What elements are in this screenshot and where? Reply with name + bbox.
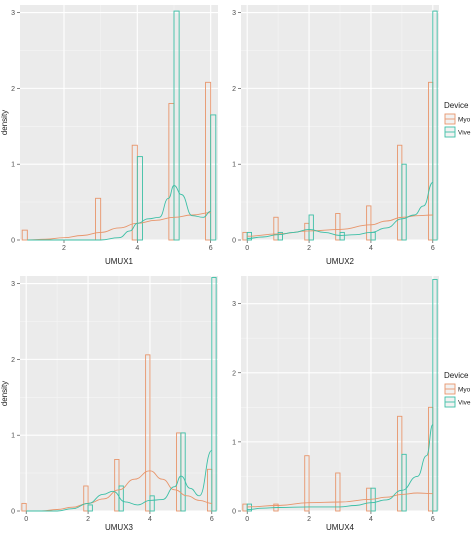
vive-histogram-bar <box>308 214 314 241</box>
legend-label-vive: Vive <box>458 130 471 137</box>
vive-density-curve <box>247 424 434 511</box>
y-tick-label: 1 <box>11 433 15 440</box>
x-tick-label: 0 <box>245 245 249 252</box>
y-tick-label: 2 <box>11 86 15 93</box>
x-tick-label: 4 <box>135 245 139 252</box>
legend-label-myo: Myo <box>458 387 471 394</box>
x-tick-label: 0 <box>24 516 28 523</box>
vive-histogram-bar <box>180 432 186 512</box>
legend-label-vive: Vive <box>458 400 471 407</box>
panel-1: 2 4 6 0 1 2 3 UMUX1 density <box>0 5 218 266</box>
y-tick-label: 1 <box>232 439 236 446</box>
legend-label-myo: Myo <box>458 117 471 124</box>
x-axis-label: UMUX4 <box>326 523 355 532</box>
myo-histogram-bar <box>335 472 341 512</box>
myo-histogram-bar <box>335 213 341 241</box>
legend-title: Device <box>444 101 469 110</box>
x-tick-label: 4 <box>369 516 373 523</box>
vive-density-curve <box>247 181 434 239</box>
panel-background <box>20 5 218 240</box>
vive-density-curve <box>26 449 213 512</box>
myo-histogram-bar <box>366 205 372 241</box>
myo-histogram-bar <box>21 229 28 241</box>
x-tick-label: 2 <box>62 245 66 252</box>
x-axis-label: UMUX2 <box>326 257 355 266</box>
y-tick-label: 3 <box>232 10 236 17</box>
myo-histogram-bar <box>114 459 120 512</box>
x-tick-label: 6 <box>209 245 213 252</box>
vive-histogram-bar <box>149 495 155 512</box>
vive-histogram-bar <box>432 279 438 512</box>
x-axis-label: UMUX3 <box>105 523 134 532</box>
x-axis-label: UMUX1 <box>105 257 134 266</box>
y-tick-label: 3 <box>11 281 15 288</box>
y-tick-label: 0 <box>232 238 236 245</box>
y-tick-label: 0 <box>232 509 236 516</box>
panel-4: 0 2 4 6 0 1 2 3 UMUX4 Device Myo Vive <box>232 276 471 532</box>
x-tick-label: 2 <box>307 245 311 252</box>
myo-density-curve <box>247 492 433 508</box>
x-tick-label: 2 <box>86 516 90 523</box>
y-axis-label: density <box>0 381 9 406</box>
x-tick-label: 6 <box>431 245 435 252</box>
vive-histogram-bar <box>277 231 283 241</box>
y-tick-label: 3 <box>232 301 236 308</box>
vive-histogram-bar <box>339 231 345 241</box>
y-tick-label: 2 <box>11 357 15 364</box>
vive-histogram-bar <box>87 504 93 512</box>
y-tick-label: 0 <box>11 238 15 245</box>
myo-histogram-bar <box>21 502 27 512</box>
vive-histogram-bar <box>211 277 217 512</box>
vive-histogram-bar <box>210 114 217 241</box>
x-tick-label: 6 <box>210 516 214 523</box>
vive-histogram-bar <box>401 163 407 241</box>
vive-histogram-bar <box>173 10 180 241</box>
y-tick-label: 2 <box>232 86 236 93</box>
myo-density-curve <box>27 212 211 241</box>
vive-histogram-bar <box>118 485 124 512</box>
legend-title: Device <box>444 371 469 380</box>
myo-histogram-bar <box>83 485 89 512</box>
vive-density-curve <box>27 184 211 241</box>
panel-3: 0 2 4 6 0 1 2 3 UMUX3 density <box>0 276 218 532</box>
myo-histogram-bar <box>304 455 310 512</box>
vive-histogram-bar <box>401 453 407 512</box>
x-tick-label: 2 <box>307 516 311 523</box>
vive-histogram-bar <box>246 503 252 512</box>
y-axis-label: density <box>0 110 9 135</box>
legend: Device Myo Vive <box>444 101 471 138</box>
legend: Device Myo Vive <box>444 371 471 408</box>
x-tick-label: 4 <box>369 245 373 252</box>
myo-histogram-bar <box>145 354 151 512</box>
x-tick-label: 0 <box>245 516 249 523</box>
vive-histogram-bar <box>136 156 143 241</box>
panel-2: 0 2 4 6 0 1 2 3 UMUX2 Device Myo Vive <box>232 5 471 266</box>
vive-histogram-bar <box>432 10 438 241</box>
y-tick-label: 3 <box>11 10 15 17</box>
x-tick-label: 6 <box>431 516 435 523</box>
y-tick-label: 1 <box>232 162 236 169</box>
myo-histogram-bar <box>273 216 279 241</box>
x-tick-label: 4 <box>148 516 152 523</box>
y-tick-label: 2 <box>232 370 236 377</box>
y-tick-label: 0 <box>11 509 15 516</box>
y-tick-label: 1 <box>11 162 15 169</box>
myo-density-curve <box>26 470 212 512</box>
